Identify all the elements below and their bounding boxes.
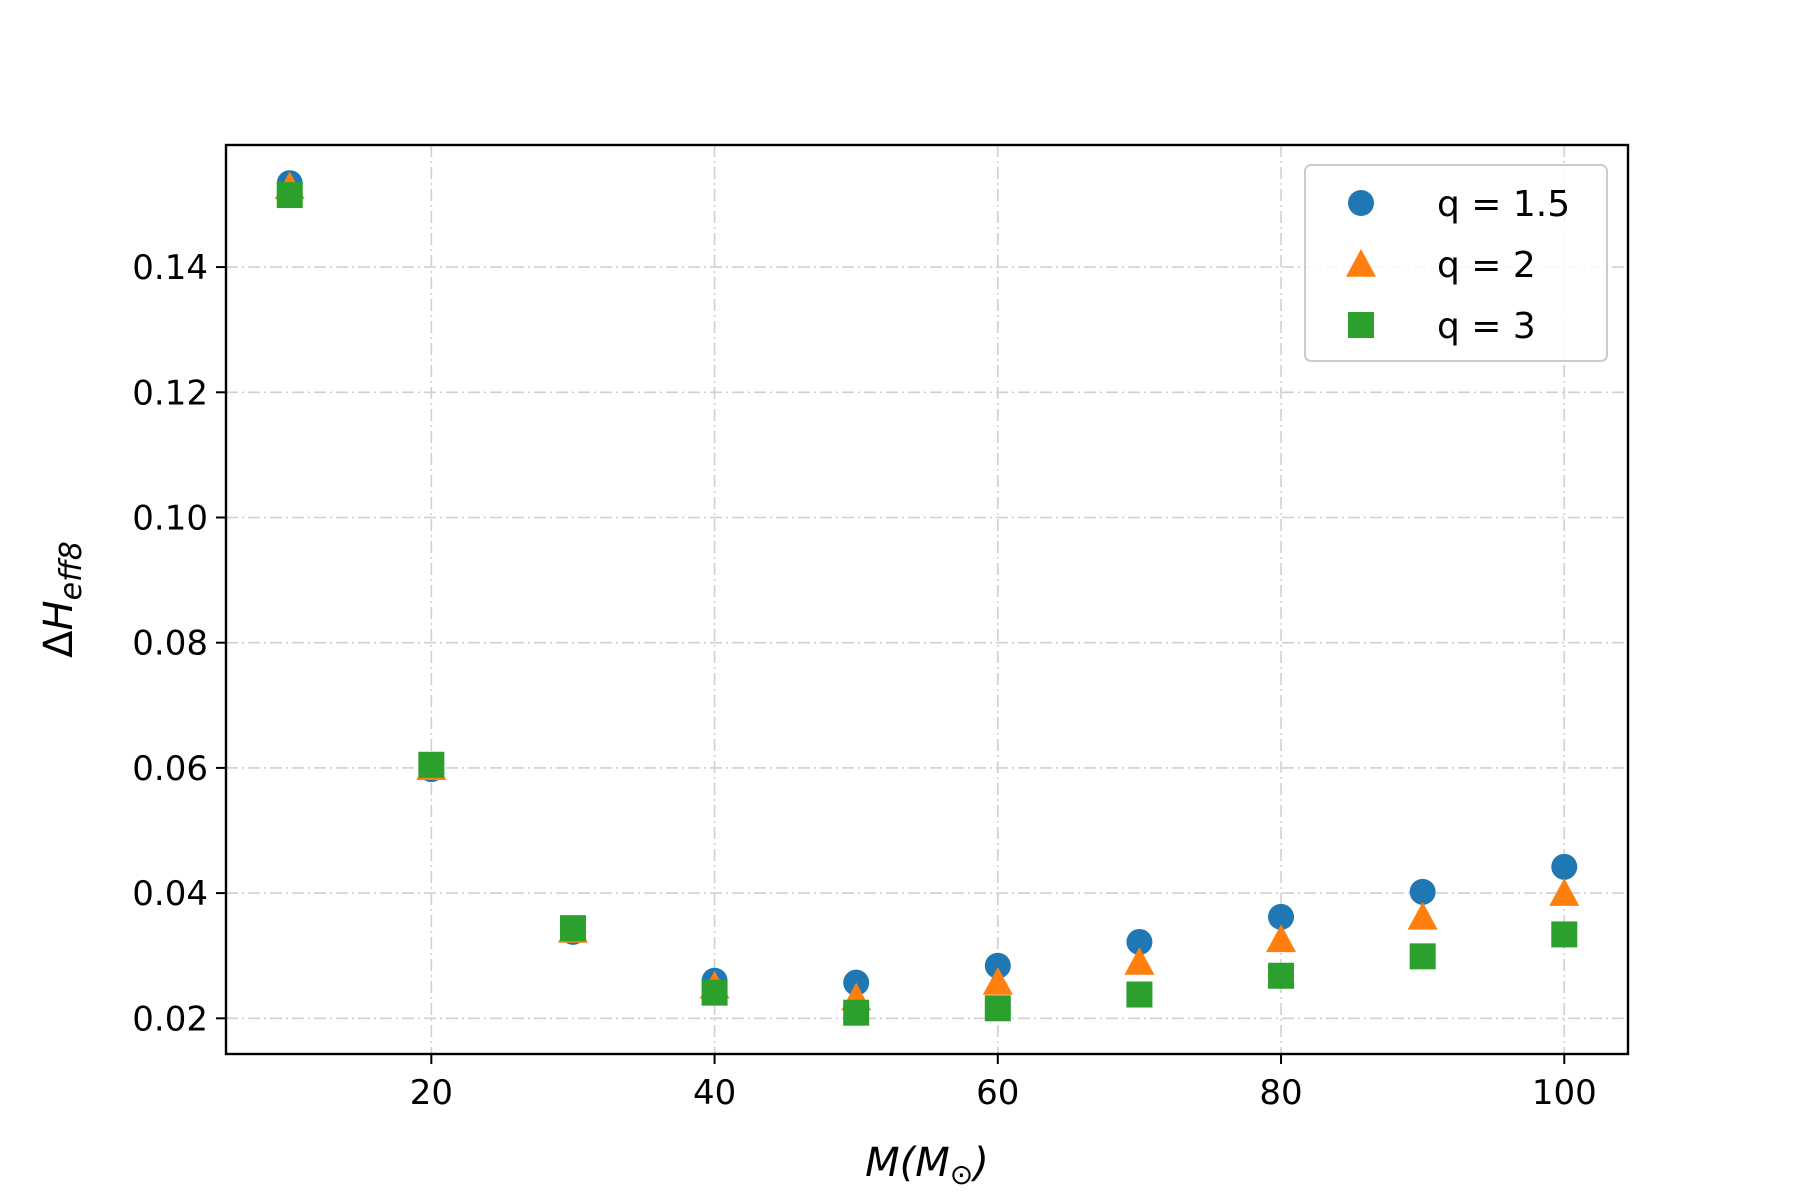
y-tick-label: 0.14: [132, 248, 208, 288]
data-point: [982, 967, 1013, 995]
x-axis-label: M(M⊙): [865, 1140, 989, 1191]
data-point: [418, 751, 445, 778]
legend-marker: [1348, 190, 1374, 216]
legend-item: q = 3: [1348, 306, 1536, 347]
legend-box: [1304, 164, 1608, 362]
x-tick-label: 20: [410, 1073, 453, 1113]
y-tick-label: 0.10: [132, 498, 208, 538]
x-tick-label: 40: [693, 1073, 736, 1113]
data-point: [843, 999, 870, 1026]
legend-label: q = 3: [1437, 306, 1536, 347]
data-point: [1409, 943, 1436, 970]
legend-marker: [1346, 249, 1376, 277]
data-point: [701, 979, 728, 1006]
x-tick-label: 60: [976, 1073, 1019, 1113]
data-point: [1549, 878, 1580, 906]
data-point: [1407, 901, 1438, 930]
y-tick-label: 0.12: [132, 373, 208, 413]
data-point: [559, 915, 586, 942]
data-point: [984, 952, 1011, 979]
y-axis-ticks: 0.02 0.04 0.06 0.08 0.10 0.12 0.14: [132, 248, 226, 1039]
x-axis-ticks: 20 40 60 80 100: [410, 1054, 1597, 1113]
data-point: [1268, 962, 1295, 989]
legend-marker: [1348, 312, 1374, 338]
legend-item: q = 2: [1346, 245, 1536, 286]
series-3: [276, 182, 1578, 1026]
data-point: [843, 969, 870, 996]
legend-item: q = 1.5: [1348, 184, 1570, 225]
data-point: [276, 182, 303, 209]
x-tick-label: 80: [1259, 1073, 1302, 1113]
data-point: [1126, 981, 1153, 1008]
data-point: [1126, 928, 1153, 955]
data-point: [1268, 903, 1295, 930]
data-point: [1266, 924, 1297, 953]
legend-label: q = 1.5: [1437, 184, 1570, 225]
legend-label: q = 2: [1437, 245, 1536, 286]
y-tick-label: 0.04: [132, 874, 208, 914]
data-point: [1124, 946, 1155, 975]
legend: q = 1.5 q = 2 q = 3: [1304, 164, 1608, 362]
x-tick-label: 100: [1532, 1073, 1597, 1113]
data-point: [1551, 921, 1578, 948]
y-tick-label: 0.06: [132, 749, 208, 789]
data-point: [1409, 878, 1436, 905]
data-point: [984, 995, 1011, 1022]
data-points: [274, 170, 1580, 1026]
y-axis-label: ΔHeff8: [36, 541, 89, 658]
data-point: [1551, 853, 1578, 880]
plot-frame: [224, 143, 1630, 1056]
y-tick-label: 0.08: [132, 624, 208, 664]
y-tick-label: 0.02: [132, 999, 208, 1039]
